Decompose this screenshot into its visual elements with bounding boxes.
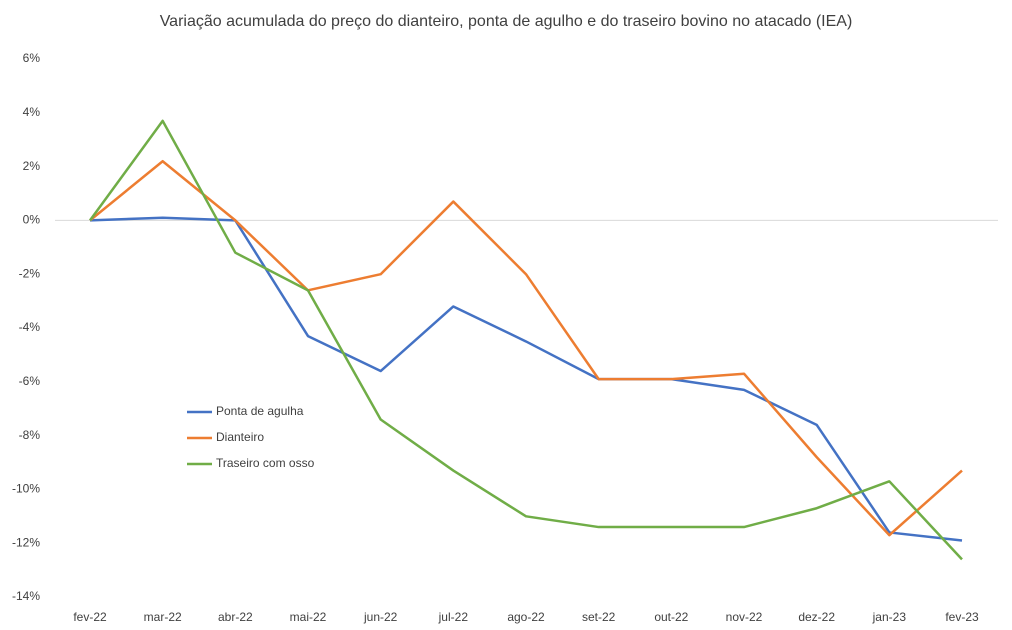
line-series: [89, 159, 963, 537]
legend-label: Traseiro com osso: [216, 456, 315, 470]
y-tick-label: -12%: [12, 535, 40, 549]
x-tick-label: set-22: [582, 610, 616, 624]
y-tick-label: -10%: [12, 482, 40, 496]
y-tick-label: 2%: [23, 159, 41, 173]
chart-title: Variação acumulada do preço do dianteiro…: [160, 13, 853, 30]
line-series: [88, 119, 963, 561]
y-tick-label: -6%: [19, 374, 41, 388]
legend-label: Ponta de agulha: [216, 404, 304, 418]
x-tick-label: jan-23: [872, 610, 907, 624]
x-tick-label: mar-22: [144, 610, 182, 624]
x-tick-label: out-22: [654, 610, 688, 624]
x-tick-label: mai-22: [290, 610, 327, 624]
x-tick-label: ago-22: [507, 610, 545, 624]
x-tick-label: abr-22: [218, 610, 253, 624]
x-tick-label: jul-22: [438, 610, 469, 624]
y-tick-label: 6%: [23, 51, 41, 65]
y-tick-label: 0%: [23, 213, 41, 227]
legend-label: Dianteiro: [216, 430, 264, 444]
x-tick-label: fev-23: [945, 610, 979, 624]
x-tick-label: fev-22: [73, 610, 107, 624]
x-tick-label: nov-22: [726, 610, 763, 624]
y-tick-label: -4%: [19, 320, 41, 334]
x-tick-label: dez-22: [798, 610, 835, 624]
y-tick-label: -2%: [19, 266, 41, 280]
x-tick-label: jun-22: [363, 610, 398, 624]
line-series: [89, 216, 963, 542]
y-tick-label: -14%: [12, 589, 40, 603]
y-tick-label: 4%: [23, 105, 41, 119]
y-tick-label: -8%: [19, 428, 41, 442]
